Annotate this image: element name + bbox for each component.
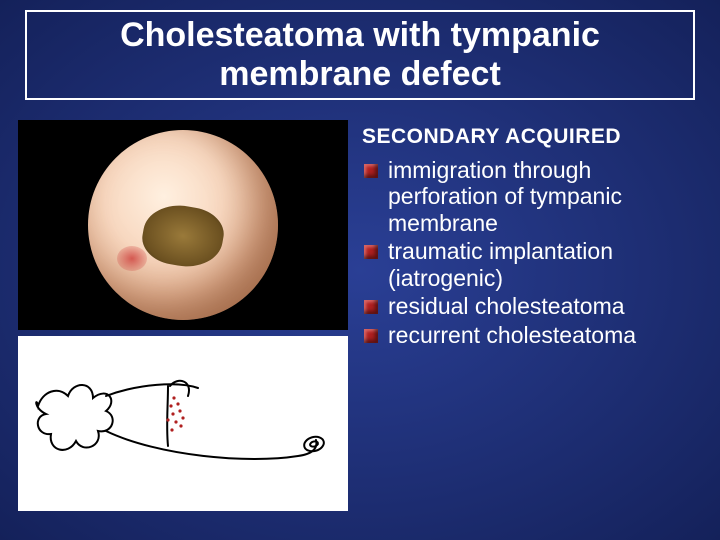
subheading: SECONDARY ACQUIRED [362,125,702,149]
schematic-diagram [18,336,348,511]
list-item: traumatic implantation (iatrogenic) [388,238,702,291]
list-item: residual cholesteatoma [388,293,702,319]
list-item: recurrent cholesteatoma [388,322,702,348]
title-container: Cholesteatoma with tympanic membrane def… [25,10,695,100]
bullet-list: immigration through perforation of tympa… [362,157,702,348]
text-content: SECONDARY ACQUIRED immigration through p… [362,125,702,350]
image-column [18,120,348,511]
slide-title: Cholesteatoma with tympanic membrane def… [47,16,673,94]
inflammation-shape [117,246,147,271]
list-item: immigration through perforation of tympa… [388,157,702,236]
slide: Cholesteatoma with tympanic membrane def… [0,0,720,540]
otoscope-photo-placeholder [18,120,348,330]
ear-canal-svg [18,336,348,511]
